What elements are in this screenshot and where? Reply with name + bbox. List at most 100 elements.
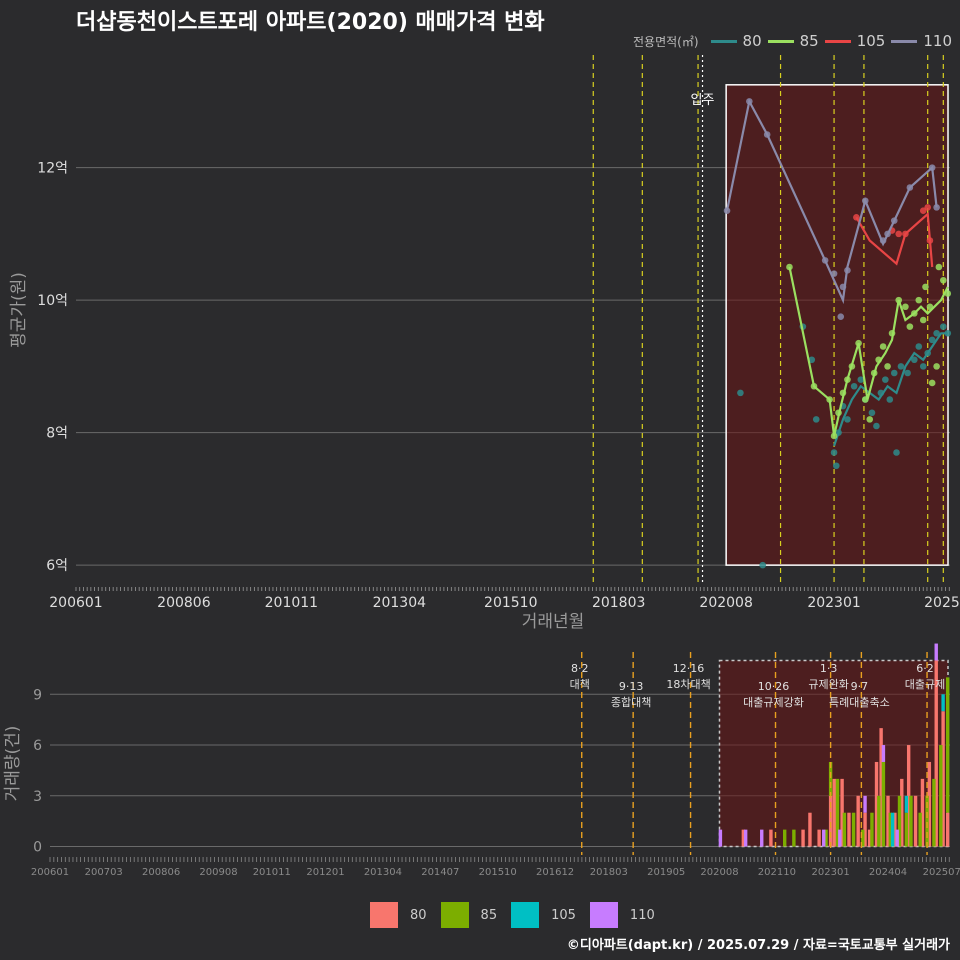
data-point-80 xyxy=(882,376,889,383)
policy-date: 10·26 xyxy=(758,680,790,693)
volume-bar-110 xyxy=(934,643,938,661)
volume-bar-85 xyxy=(939,745,943,847)
data-point-80 xyxy=(944,329,952,337)
volume-bar-110 xyxy=(743,829,748,847)
data-point-85 xyxy=(935,263,943,271)
policy-label: 대책 xyxy=(570,678,590,691)
policy-label: 규제완화 xyxy=(808,678,848,691)
y-tick-label: 3 xyxy=(33,789,42,805)
legend-item-80: 80 xyxy=(370,902,427,928)
legend-label: 105 xyxy=(856,32,886,50)
x-tick-label: 201803 xyxy=(592,595,645,611)
volume-bar-110 xyxy=(838,829,842,847)
price-chart: 6억 8억 10억 12억 입주 200601 200806 201011 201304 2015… xyxy=(9,55,960,632)
volume-bar-80 xyxy=(769,829,773,847)
x-tick-label: 201803 xyxy=(590,867,628,878)
volume-bar-85 xyxy=(835,778,840,847)
data-point-85 xyxy=(870,369,878,377)
volume-bar-85 xyxy=(946,677,950,813)
x-tick-label: 202507 xyxy=(923,867,960,878)
policy-date: 6·2 xyxy=(916,662,934,675)
data-point-110 xyxy=(906,184,914,191)
x-tick-label: 201510 xyxy=(479,867,517,878)
volume-bar-80 xyxy=(934,660,938,847)
legend-label: 80 xyxy=(410,907,427,923)
volume-bar-80 xyxy=(941,711,945,847)
x-tick-label: 201407 xyxy=(421,867,459,878)
data-point-80 xyxy=(759,561,767,569)
data-point-110 xyxy=(746,98,753,105)
volume-bar-85 xyxy=(888,812,893,847)
legend-label: 105 xyxy=(551,907,576,923)
x-tick-label: 2025 xyxy=(924,595,960,611)
data-point-80 xyxy=(850,382,858,390)
data-point-80 xyxy=(919,363,927,370)
x-tick-label: 202404 xyxy=(869,867,907,878)
data-point-80 xyxy=(904,369,911,377)
policy-label: 18차대책 xyxy=(666,678,710,691)
data-point-80 xyxy=(890,369,898,377)
legend-label: 80 xyxy=(742,32,762,50)
policy-label: 종합대책 xyxy=(611,696,651,709)
volume-bar-85 xyxy=(918,812,922,847)
data-point-85 xyxy=(906,323,914,330)
x-tick-label: 202008 xyxy=(700,867,738,878)
volume-bar-85 xyxy=(861,829,865,847)
x-tick-label: 202008 xyxy=(699,595,752,611)
data-point-110 xyxy=(879,237,887,244)
data-point-80 xyxy=(877,389,885,397)
data-point-80 xyxy=(915,343,923,350)
data-point-105 xyxy=(895,230,903,238)
policy-date: 1·3 xyxy=(820,662,838,675)
data-point-85 xyxy=(926,303,934,311)
data-point-80 xyxy=(928,336,936,344)
volume-bar-85 xyxy=(782,829,787,847)
data-point-105 xyxy=(853,214,860,221)
legend-swatch xyxy=(710,39,737,43)
legend-label: 110 xyxy=(629,907,655,923)
data-point-110 xyxy=(890,217,898,224)
data-point-105 xyxy=(926,237,934,244)
volume-bar-80 xyxy=(801,829,805,847)
data-point-85 xyxy=(928,379,936,387)
data-point-105 xyxy=(924,204,932,211)
x-tick-label: 202301 xyxy=(812,867,850,878)
x-tick-label: 202110 xyxy=(758,867,796,878)
data-point-85 xyxy=(884,363,891,370)
legend-item-85: 85 xyxy=(440,902,497,928)
x-tick-label: 201510 xyxy=(484,595,537,611)
y-tick-label: 0 xyxy=(33,840,42,856)
volume-bar-110 xyxy=(895,829,899,847)
volume-bar-80 xyxy=(886,795,890,847)
y-tick-label: 10억 xyxy=(37,293,68,309)
data-point-85 xyxy=(933,363,940,370)
data-point-105 xyxy=(902,230,909,238)
legend-title: 전용면적(㎡) xyxy=(633,34,699,49)
data-point-85 xyxy=(810,382,818,390)
legend-swatch xyxy=(511,902,540,928)
data-point-110 xyxy=(933,204,940,211)
data-point-85 xyxy=(861,396,869,403)
volume-bar-85 xyxy=(824,829,828,847)
volume-bar-80 xyxy=(913,795,918,847)
source-footer: ©디아파트(dapt.kr) / 2025.07.29 / 자료=국토교통부 실… xyxy=(566,938,950,953)
data-point-85 xyxy=(919,316,927,324)
y-tick-label: 8억 xyxy=(46,426,68,442)
y-axis-label: 거래량(건) xyxy=(3,726,23,802)
legend-label: 85 xyxy=(799,32,819,50)
y-tick-label: 9 xyxy=(33,687,42,703)
legend-swatch xyxy=(440,902,469,928)
legend-area-top: 전용면적(㎡) 80 85 105 110 xyxy=(633,32,952,50)
data-point-110 xyxy=(884,230,891,238)
volume-bar-85 xyxy=(925,795,929,847)
data-point-80 xyxy=(893,449,900,456)
data-point-110 xyxy=(861,197,869,205)
x-tick-label: 201201 xyxy=(306,867,344,878)
volume-bar-85 xyxy=(897,795,902,847)
data-point-85 xyxy=(902,303,909,311)
volume-bar-80 xyxy=(856,795,860,847)
data-point-110 xyxy=(763,131,771,138)
volume-bar-80 xyxy=(879,728,883,847)
policy-date: 12·16 xyxy=(673,662,705,675)
data-point-80 xyxy=(830,449,838,456)
